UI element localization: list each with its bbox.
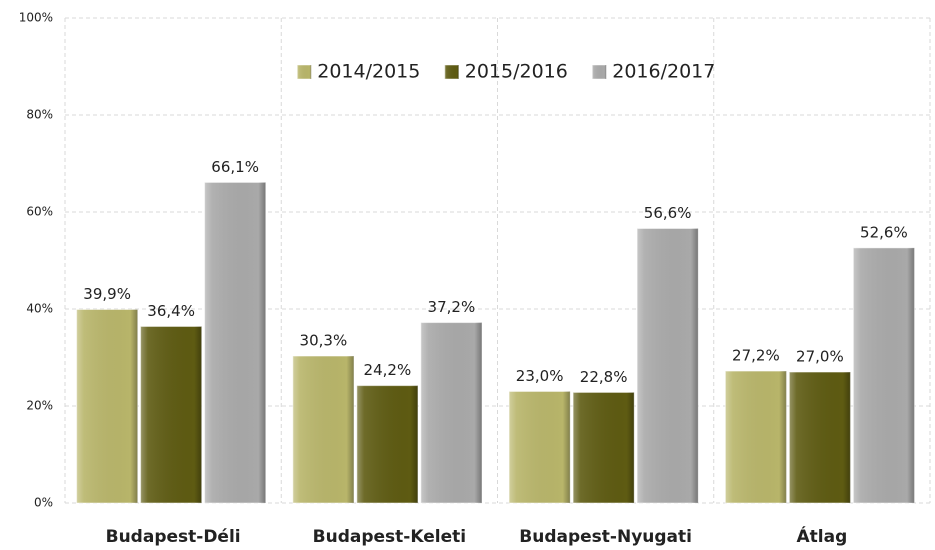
legend-label: 2016/2017 <box>612 61 715 83</box>
x-tick-label: Átlag <box>796 525 847 547</box>
legend-label: 2014/2015 <box>317 61 420 83</box>
data-label: 22,8% <box>580 368 628 386</box>
bar <box>420 322 483 504</box>
bars <box>76 64 915 504</box>
data-label: 36,4% <box>147 302 195 320</box>
bar <box>140 325 203 504</box>
x-tick-label: Budapest-Nyugati <box>519 527 692 547</box>
bar <box>76 308 139 504</box>
y-tick-label: 0% <box>34 496 53 510</box>
y-tick-label: 100% <box>19 11 53 25</box>
data-label: 30,3% <box>300 332 348 350</box>
data-label: 56,6% <box>644 204 692 222</box>
labels: 0% 20% 40% 60% 80% 100% Budapest-Déli 39,9% 36,4… <box>19 11 908 548</box>
x-tick-label: Budapest-Déli <box>106 527 241 547</box>
bar <box>204 181 267 504</box>
legend-label: 2015/2016 <box>465 61 568 83</box>
legend-swatch-bevel <box>592 65 607 79</box>
bar <box>636 227 699 504</box>
bar <box>724 370 787 504</box>
data-label: 24,2% <box>364 361 412 379</box>
legend-swatch-bevel <box>444 65 459 79</box>
y-tick-label: 60% <box>26 205 53 219</box>
data-label: 66,1% <box>211 158 259 176</box>
bar <box>508 390 571 504</box>
bar <box>788 371 851 504</box>
bar <box>356 385 419 504</box>
bar <box>292 355 355 504</box>
data-label: 37,2% <box>428 298 476 316</box>
grid <box>64 17 931 504</box>
x-tick-label: Budapest-Keleti <box>313 527 466 547</box>
data-label: 27,2% <box>732 347 780 365</box>
bar <box>572 391 635 504</box>
data-label: 27,0% <box>796 348 844 366</box>
y-tick-label: 40% <box>26 302 53 316</box>
bar <box>852 247 915 504</box>
y-tick-label: 20% <box>26 399 53 413</box>
data-label: 52,6% <box>860 223 908 241</box>
y-tick-label: 80% <box>26 108 53 122</box>
data-label: 39,9% <box>83 285 131 303</box>
legend-swatch-bevel <box>297 65 312 79</box>
data-label: 23,0% <box>516 367 564 385</box>
